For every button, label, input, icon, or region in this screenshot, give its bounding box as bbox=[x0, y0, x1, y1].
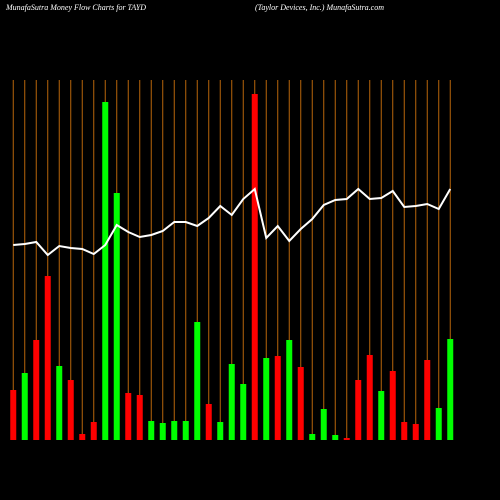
bar bbox=[10, 390, 17, 440]
bar bbox=[240, 384, 247, 440]
bar bbox=[171, 421, 178, 440]
bar bbox=[56, 366, 63, 440]
bar bbox=[389, 371, 396, 440]
bar bbox=[21, 373, 28, 440]
bar bbox=[401, 422, 408, 440]
bar bbox=[113, 193, 120, 440]
bar bbox=[435, 408, 442, 440]
bar bbox=[320, 409, 327, 440]
bar bbox=[90, 422, 97, 440]
money-flow-line bbox=[13, 187, 452, 257]
bar bbox=[378, 391, 385, 440]
bar bbox=[332, 435, 339, 440]
bar bbox=[355, 380, 362, 440]
bar bbox=[67, 380, 74, 440]
bar bbox=[309, 434, 316, 440]
bar bbox=[228, 364, 235, 440]
bar bbox=[205, 404, 212, 440]
bar bbox=[297, 367, 304, 440]
bar bbox=[424, 360, 431, 440]
bar bbox=[412, 424, 419, 440]
bar bbox=[79, 434, 86, 440]
bar bbox=[286, 340, 293, 440]
bar bbox=[274, 356, 281, 440]
chart-subtitle: (Taylor Devices, Inc.) MunafaSutra.com bbox=[255, 3, 384, 12]
bar bbox=[217, 422, 224, 440]
bar bbox=[194, 322, 201, 440]
bar bbox=[263, 358, 270, 440]
bar bbox=[125, 393, 132, 440]
bar bbox=[44, 276, 51, 440]
bar bbox=[148, 421, 155, 440]
chart-title: MunafaSutra Money Flow Charts for TAYD bbox=[5, 3, 146, 12]
bar bbox=[251, 94, 258, 440]
bar bbox=[447, 339, 454, 440]
bar bbox=[33, 340, 40, 440]
bar bbox=[136, 395, 143, 440]
bar bbox=[182, 421, 189, 440]
bar bbox=[102, 102, 109, 440]
bar bbox=[159, 423, 166, 440]
bar bbox=[343, 438, 350, 440]
bar bbox=[366, 355, 373, 440]
